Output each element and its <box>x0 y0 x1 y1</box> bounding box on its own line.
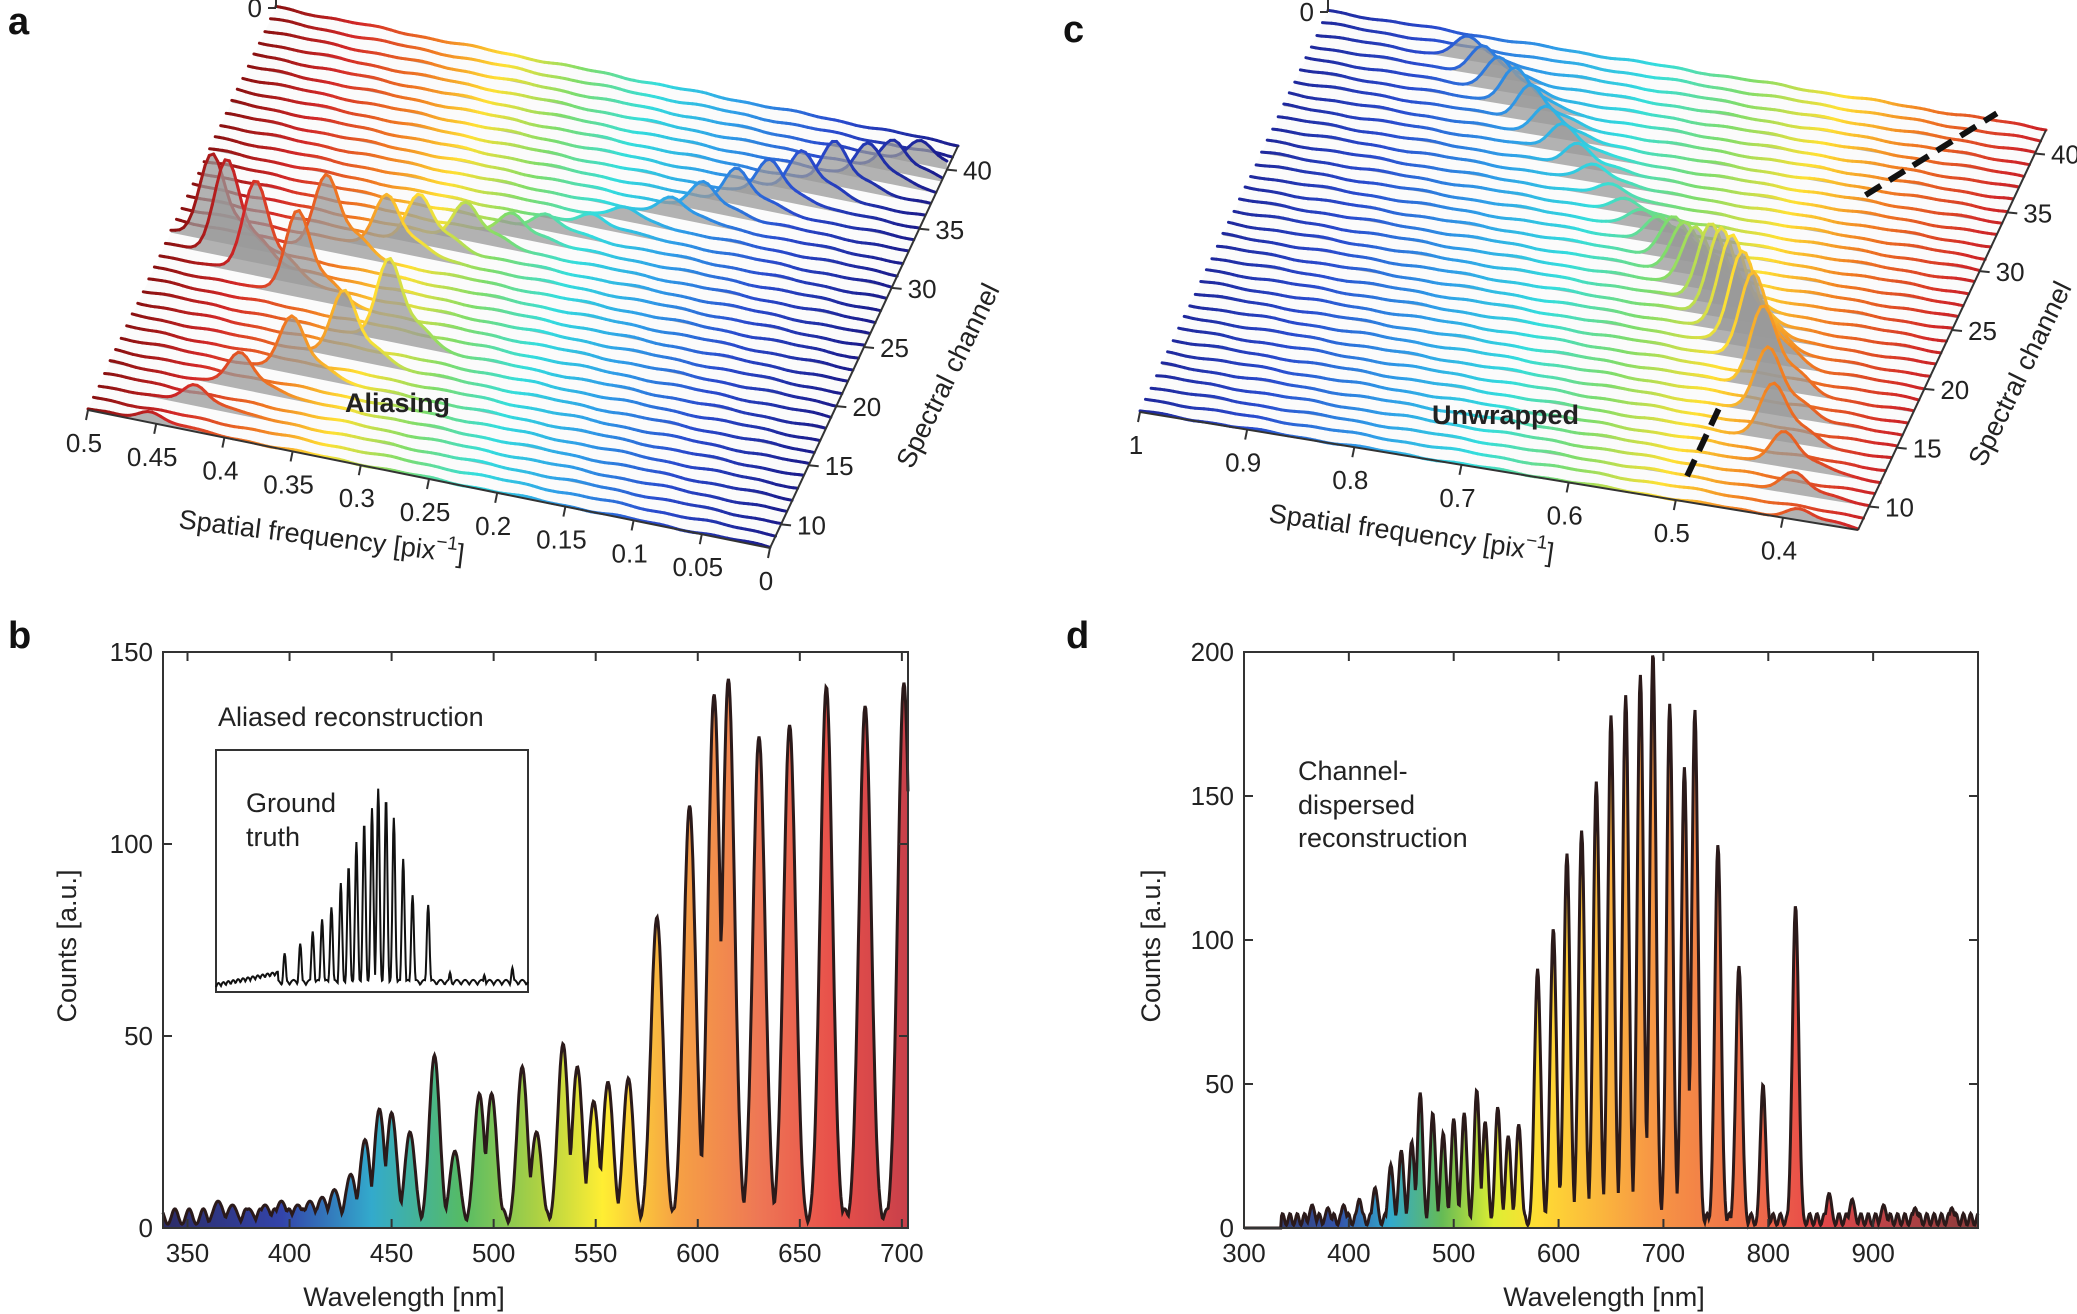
panel-a-trace-22-seg <box>841 378 849 383</box>
panel-a-trace-14-seg <box>797 473 805 477</box>
panel-a-traces <box>86 4 960 549</box>
panel-a-trace-41-seg <box>946 154 954 159</box>
panel-letter-d: d <box>1066 615 1089 657</box>
panel-a-trace-30-seg <box>885 284 894 289</box>
panel-letter-b: b <box>8 615 31 657</box>
panel-a-trace-37-seg <box>818 152 826 164</box>
panel-a-waterfall: 0501001502000.50.450.40.350.30.250.20.15… <box>66 0 1006 596</box>
panel-a-trace-33-seg <box>902 248 910 253</box>
panel-a-trace-35-seg <box>913 225 921 230</box>
panel-a-trace-26-seg <box>863 330 871 335</box>
panel-a-trace-26-seg <box>403 204 411 218</box>
panel-a-trace-37-seg <box>924 200 932 205</box>
panel-a-trace-36-seg <box>919 212 927 217</box>
panel-a-trace-26-seg <box>424 199 432 211</box>
panel-a-trace-34-seg <box>908 237 916 242</box>
panel-a-trace-29-seg <box>880 295 888 300</box>
panel-a-trace-26-seg <box>429 207 437 220</box>
panel-a-trace-15-seg <box>802 461 811 465</box>
panel-a-trace-28-seg <box>874 308 883 313</box>
panel-a-trace-40-seg <box>941 157 949 163</box>
panel-a-trace-39-seg <box>935 173 943 179</box>
panel-letter-a: a <box>8 1 30 43</box>
panel-a-trace-27-seg <box>869 320 877 325</box>
panel-a-trace-25-seg <box>858 343 866 347</box>
panel-letter-c: c <box>1063 9 1084 51</box>
panel-a-trace-32-seg <box>896 261 905 265</box>
panel-a-trace-16-seg <box>808 450 816 455</box>
panel-a-trace-37-seg <box>843 152 851 164</box>
panel-a-trace-17-seg <box>814 438 822 442</box>
panel-a-trace-38-seg <box>930 189 938 194</box>
panel-a-trace-18-seg <box>819 425 827 430</box>
